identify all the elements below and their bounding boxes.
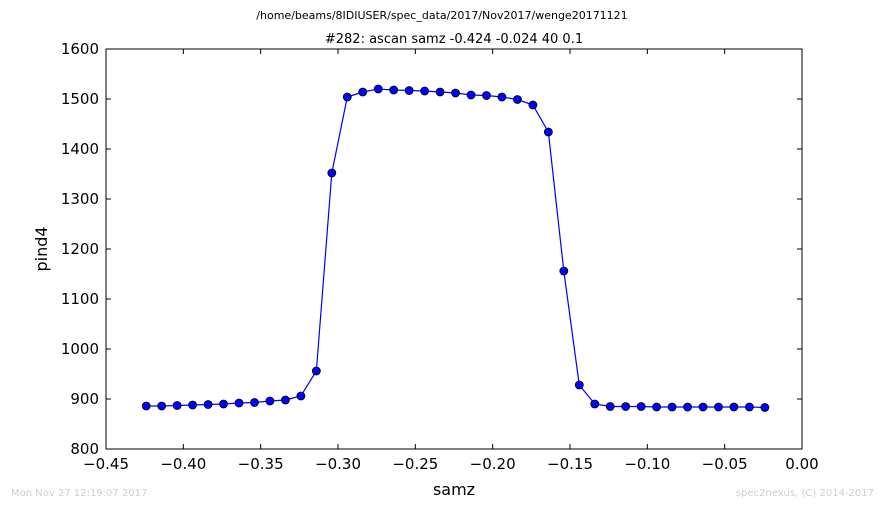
- x-tick-label: −0.35: [238, 455, 284, 473]
- x-tick-label: −0.20: [470, 455, 516, 473]
- y-tick-label: 1100: [61, 290, 99, 308]
- data-point: [543, 127, 553, 137]
- x-tick-label: −0.25: [392, 455, 438, 473]
- data-point: [234, 398, 244, 408]
- data-point: [311, 366, 321, 376]
- x-axis: −0.45 −0.40 −0.35 −0.30 −0.25 −0.20 −0.15 −0.10…: [83, 49, 819, 473]
- data-point: [172, 401, 182, 410]
- footer-credit: spec2nexus, (C) 2014-2017: [735, 488, 874, 499]
- data-point: [250, 398, 259, 407]
- x-tick-label: −0.45: [83, 455, 129, 473]
- x-tick-label: −0.15: [547, 455, 593, 473]
- y-tick-label: 1300: [61, 190, 99, 208]
- y-tick-label: 1400: [61, 140, 99, 158]
- series-markers: [141, 84, 770, 412]
- data-point: [265, 396, 275, 406]
- data-point: [652, 402, 662, 412]
- data-point: [358, 87, 368, 97]
- data-point: [667, 402, 677, 412]
- data-point: [528, 100, 538, 110]
- x-tick-label: 0.00: [785, 455, 818, 473]
- x-tick-label: −0.05: [702, 455, 748, 473]
- data-point: [435, 87, 445, 97]
- plot-area: [105, 48, 803, 450]
- data-point: [342, 92, 352, 102]
- chart-title: #282: ascan samz -0.424 -0.024 40 0.1: [325, 32, 583, 47]
- data-point: [729, 402, 739, 412]
- x-tick-label: −0.10: [624, 455, 670, 473]
- data-point: [188, 400, 198, 410]
- data-point: [451, 88, 460, 98]
- data-point: [281, 395, 290, 405]
- data-point: [497, 92, 507, 102]
- data-point: [157, 401, 167, 411]
- data-point: [296, 391, 306, 401]
- data-point: [420, 86, 430, 96]
- footer-timestamp: Mon Nov 27 12:19:07 2017: [11, 488, 148, 499]
- data-point: [559, 266, 569, 276]
- data-point: [574, 380, 584, 390]
- x-axis-label: samz: [433, 480, 475, 499]
- data-point: [203, 400, 213, 409]
- data-point: [605, 402, 615, 411]
- data-point: [219, 399, 228, 409]
- data-point: [141, 401, 151, 411]
- y-axis-label: pind4: [32, 226, 51, 271]
- y-tick-label: 1600: [61, 40, 99, 58]
- data-point: [404, 86, 414, 95]
- y-tick-label: 1500: [61, 90, 99, 108]
- y-tick-label: 800: [70, 440, 99, 458]
- data-point: [745, 402, 754, 412]
- data-point: [389, 85, 399, 95]
- y-axis: 800 900 1000 1100 1200 1300 1400 1500 1600: [61, 40, 802, 458]
- data-point: [683, 402, 692, 412]
- y-tick-label: 1200: [61, 240, 99, 258]
- data-point: [714, 402, 723, 412]
- data-point: [590, 399, 600, 409]
- x-tick-label: −0.40: [160, 455, 206, 473]
- x-tick-label: −0.30: [315, 455, 361, 473]
- data-point: [482, 91, 491, 100]
- data-point: [327, 168, 337, 178]
- data-point: [621, 402, 631, 411]
- chart-suptitle: /home/beams/8IDIUSER/spec_data/2017/Nov2…: [256, 9, 627, 22]
- y-tick-label: 1000: [61, 340, 99, 358]
- data-point: [636, 402, 646, 411]
- data-point: [698, 402, 708, 412]
- data-point: [373, 84, 383, 94]
- data-point: [466, 90, 476, 100]
- y-tick-label: 900: [70, 390, 99, 408]
- data-point: [760, 403, 770, 412]
- data-point: [513, 95, 522, 104]
